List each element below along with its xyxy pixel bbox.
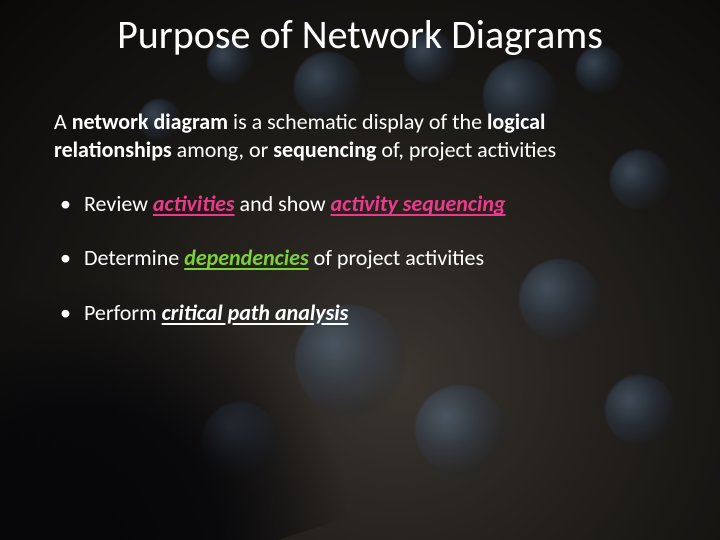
bullet-item: Determine dependencies of project activi…: [54, 244, 666, 272]
text-run: and show: [235, 190, 331, 217]
text-run: of, project activities: [376, 136, 556, 163]
slide: Purpose of Network Diagrams A network di…: [0, 0, 720, 540]
text-run: dependencies: [184, 244, 308, 271]
globe-icon: [415, 385, 505, 475]
text-run: network diagram: [72, 108, 228, 135]
text-run: activity sequencing: [331, 190, 506, 217]
bullet-item: Perform critical path analysis: [54, 299, 666, 327]
text-run: Determine: [84, 244, 184, 271]
text-run: activities: [153, 190, 235, 217]
definition-paragraph: A network diagram is a schematic display…: [54, 108, 666, 164]
slide-body: A network diagram is a schematic display…: [54, 108, 666, 353]
text-run: critical path analysis: [162, 299, 349, 326]
text-run: Perform: [84, 299, 162, 326]
slide-title: Purpose of Network Diagrams: [0, 10, 720, 59]
text-run: Review: [84, 190, 153, 217]
text-run: sequencing: [273, 136, 376, 163]
text-run: of project activities: [309, 244, 484, 271]
text-run: A: [54, 108, 72, 135]
text-run: is a schematic display of the: [228, 108, 487, 135]
bullet-list: Review activities and show activity sequ…: [54, 190, 666, 326]
text-run: among, or: [172, 136, 274, 163]
bullet-item: Review activities and show activity sequ…: [54, 190, 666, 218]
globe-icon: [605, 375, 675, 445]
